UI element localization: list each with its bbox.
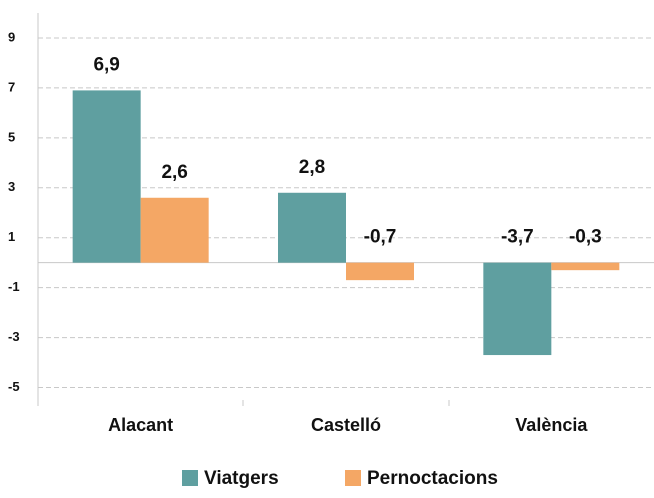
value-label: 2,8 [299,157,325,178]
y-tick-label: 9 [8,29,15,44]
bar [72,90,141,263]
legend-swatch [345,470,361,486]
bar [278,192,346,263]
y-tick-label: 1 [8,229,15,244]
legend-label: Viatgers [204,468,279,489]
y-tick-label: 7 [8,79,15,94]
bar [551,262,620,271]
value-label: -0,3 [569,227,602,248]
value-label: -3,7 [501,227,534,248]
y-tick-label: -5 [8,379,20,394]
legend-label: Pernoctacions [367,468,498,489]
x-tick-label: València [515,415,588,435]
legend-swatch [182,470,198,486]
value-label: 6,9 [93,54,119,75]
x-tick-label: Castelló [311,415,381,435]
value-label: -0,7 [364,227,397,248]
x-tick-label: Alacant [108,415,173,435]
value-label: 2,6 [161,162,187,183]
y-tick-label: -1 [8,279,20,294]
bar [346,262,414,281]
bar [140,197,209,263]
y-tick-label: 3 [8,179,15,194]
y-tick-label: 5 [8,129,15,144]
y-tick-label: -3 [8,329,20,344]
bar [483,262,552,356]
